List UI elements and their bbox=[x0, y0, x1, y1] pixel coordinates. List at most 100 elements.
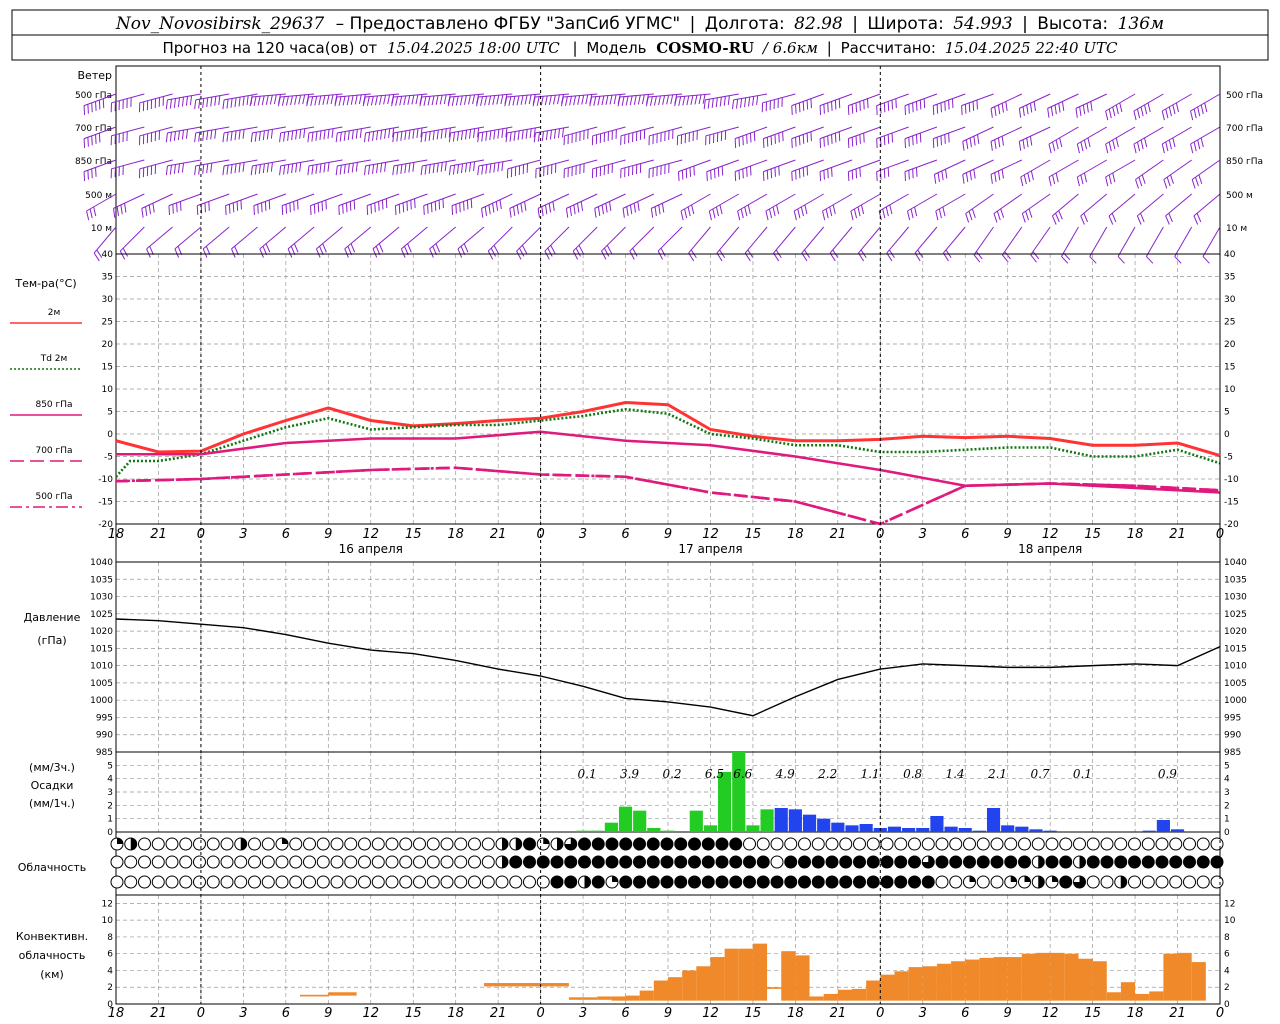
x-tick-label: 18 bbox=[1127, 1006, 1144, 1021]
wind-barb-feather bbox=[165, 99, 168, 110]
cloud-circle bbox=[660, 855, 674, 869]
wind-barb-feather bbox=[829, 206, 833, 217]
wind-barb-shaft bbox=[819, 126, 853, 140]
wind-barb-shaft bbox=[850, 193, 881, 212]
y-tick-label-left: 6 bbox=[107, 950, 113, 960]
y-tick-label-right: 1010 bbox=[1224, 662, 1247, 672]
cloud-circle bbox=[756, 837, 770, 851]
wind-barb-feather bbox=[606, 245, 613, 254]
cloud-circle bbox=[454, 875, 468, 889]
wind-barb bbox=[1018, 93, 1051, 118]
temp-title: Тем-ра(°C) bbox=[14, 277, 76, 290]
cloud-circle bbox=[963, 837, 976, 851]
y-tick-label-left: 2 bbox=[107, 983, 113, 993]
wind-barb-feather bbox=[314, 96, 318, 106]
wind-barb-feather bbox=[994, 172, 997, 183]
wind-barb-feather bbox=[1112, 139, 1116, 150]
wind-barb-feather bbox=[908, 104, 910, 114]
cloud-circle bbox=[440, 837, 454, 851]
cloud-circle bbox=[880, 837, 894, 851]
cloud-circle bbox=[619, 875, 633, 889]
wind-barb-feather bbox=[424, 132, 427, 142]
wind-barb bbox=[259, 226, 287, 258]
wind-barb-feather bbox=[882, 208, 886, 219]
y-tick-label-left: 25 bbox=[102, 318, 113, 328]
wind-barb-feather bbox=[1055, 139, 1059, 150]
precip-bar bbox=[746, 825, 760, 832]
wind-barb-feather bbox=[1165, 141, 1169, 152]
wind-barb-feather bbox=[605, 95, 609, 105]
wind-barb-shaft bbox=[507, 159, 541, 170]
wind-barb-feather bbox=[477, 165, 480, 176]
x-tick-label: 18 bbox=[447, 1006, 464, 1021]
wind-barb-feather bbox=[205, 246, 211, 256]
wind-barb bbox=[141, 193, 173, 218]
wind-barb-feather bbox=[372, 248, 378, 258]
wind-barb bbox=[338, 193, 371, 216]
wind-barb-feather bbox=[1197, 106, 1201, 117]
cloud-quarter bbox=[969, 876, 976, 882]
wind-barb-feather bbox=[87, 104, 89, 114]
wind-barb-shaft bbox=[594, 193, 626, 209]
cloud-circle bbox=[701, 855, 715, 869]
wind-barb-feather bbox=[994, 106, 997, 117]
cloud-circle bbox=[825, 837, 839, 851]
wind-barb-feather bbox=[1052, 174, 1056, 185]
wind-barb bbox=[589, 93, 626, 107]
wind-barb-feather bbox=[806, 133, 809, 143]
wind-barb-feather bbox=[855, 168, 858, 179]
wind-barb-feather bbox=[997, 170, 1001, 181]
wind-barb-shaft bbox=[252, 159, 286, 167]
wind-barb-feather bbox=[719, 97, 722, 107]
conv-bar bbox=[752, 943, 768, 1001]
wind-barb-feather bbox=[112, 208, 116, 218]
wind-barb-feather bbox=[416, 128, 419, 139]
wind-barb-feather bbox=[965, 172, 969, 183]
cloud-circle bbox=[674, 875, 688, 889]
cloud-circle bbox=[289, 837, 303, 851]
wind-barb-feather bbox=[645, 96, 649, 107]
wind-barb-feather bbox=[632, 247, 638, 257]
wind-barb-feather bbox=[1112, 172, 1116, 183]
wind-barb-feather bbox=[202, 98, 205, 108]
wind-barb-feather bbox=[96, 249, 103, 259]
cloud-circle bbox=[330, 855, 344, 869]
wind-barb-feather bbox=[597, 96, 601, 106]
wind-barb-feather bbox=[214, 129, 217, 139]
y-tick-label-left: 0 bbox=[107, 430, 113, 440]
wind-barb bbox=[366, 193, 400, 216]
wind-barb-shaft bbox=[935, 193, 966, 212]
wind-barb-feather bbox=[363, 165, 367, 176]
wind-barb-feather bbox=[344, 248, 349, 258]
wind-barb bbox=[110, 126, 145, 146]
wind-barb bbox=[560, 93, 598, 107]
wind-barb bbox=[990, 126, 1023, 151]
wind-barb-feather bbox=[468, 162, 472, 172]
x-tick-label: 15 bbox=[1084, 527, 1101, 542]
x-tick-label: 9 bbox=[1004, 527, 1012, 542]
wind-barb-shaft bbox=[1190, 126, 1221, 145]
x-tick-label: 9 bbox=[324, 1006, 332, 1021]
wind-barb bbox=[791, 126, 824, 149]
x-tick-label: 3 bbox=[919, 527, 927, 542]
cloud-circle bbox=[825, 855, 839, 869]
wind-barb-feather bbox=[299, 162, 302, 172]
wind-barb bbox=[565, 193, 598, 218]
wind-barb bbox=[110, 159, 145, 179]
wind-barb-feather bbox=[289, 202, 291, 213]
wind-barb-feather bbox=[508, 96, 512, 106]
wind-barb-feather bbox=[432, 163, 435, 174]
wind-barb-shaft bbox=[372, 226, 400, 250]
wind-barb bbox=[1191, 159, 1221, 189]
wind-barb-feather bbox=[376, 130, 379, 141]
x-tick-label: 3 bbox=[919, 1006, 927, 1021]
wind-barb-feather bbox=[342, 204, 344, 214]
wind-barb-feather bbox=[1027, 172, 1031, 183]
wind-barb-feather bbox=[1138, 177, 1143, 187]
wind-barb-feather bbox=[436, 163, 439, 173]
wind-barb-feather bbox=[427, 96, 431, 106]
wind-barb bbox=[886, 226, 909, 262]
cloud-circle bbox=[688, 837, 701, 851]
wind-barb-feather bbox=[350, 243, 356, 253]
wind-barb-feather bbox=[738, 170, 740, 180]
